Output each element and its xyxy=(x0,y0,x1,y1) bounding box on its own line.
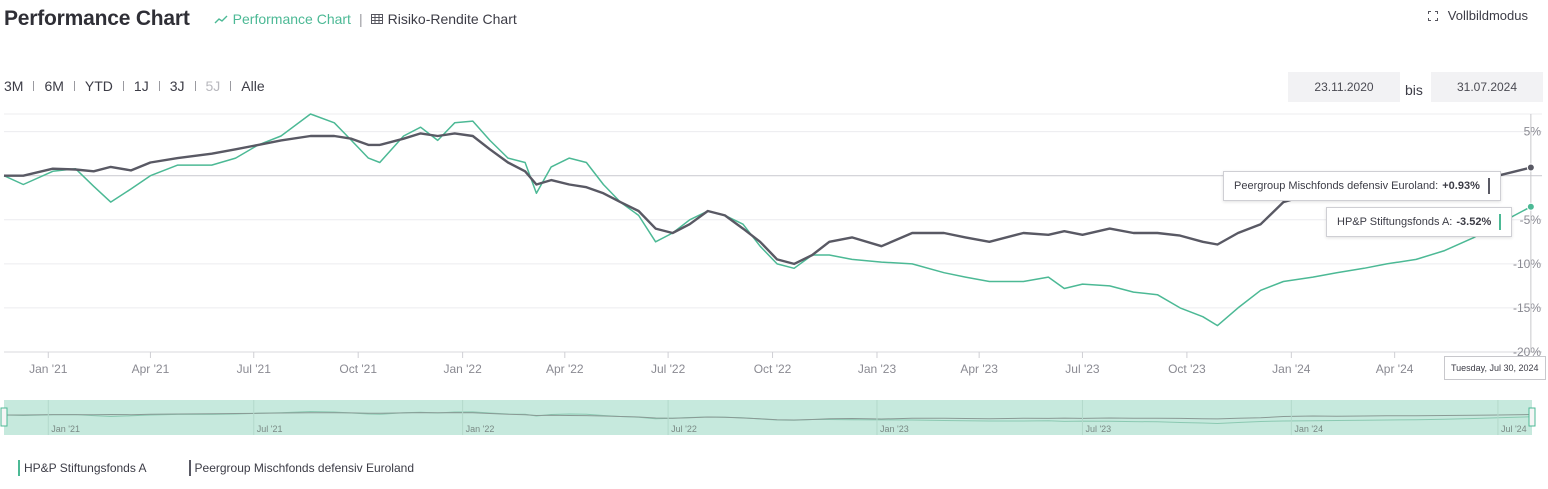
tab-label: Performance Chart xyxy=(232,11,351,27)
x-tick-label: Apr '24 xyxy=(1376,362,1414,376)
tooltip-value: +0.93% xyxy=(1442,180,1480,192)
data-point-fund xyxy=(1526,202,1535,211)
range-divider xyxy=(73,81,75,91)
navigator-tick-label: Jul '21 xyxy=(257,424,283,434)
page-title: Performance Chart xyxy=(4,7,190,30)
tab-performance-chart[interactable]: Performance Chart xyxy=(214,11,351,27)
y-axis-labels: 5%-5%-10%-15%-20% xyxy=(1513,125,1541,359)
legend-marker xyxy=(18,460,20,476)
x-tick-label: Apr '21 xyxy=(132,362,170,376)
range-button-1j[interactable]: 1J xyxy=(133,78,149,94)
range-button-3m[interactable]: 3M xyxy=(4,78,24,94)
date-from-input[interactable] xyxy=(1288,72,1400,102)
series-lines xyxy=(3,113,1535,352)
y-tick-label: -20% xyxy=(1513,345,1541,359)
x-tick-label: Jan '21 xyxy=(29,362,68,376)
legend-label: Peergroup Mischfonds defensiv Euroland xyxy=(194,461,414,475)
x-axis-labels: Jan '21 Apr '21 Jul '21 Oct '21 Jan '22 Apr '… xyxy=(29,352,1414,376)
x-tick-label: Apr '22 xyxy=(546,362,584,376)
x-tick-label: Jan '22 xyxy=(443,362,482,376)
navigator[interactable]: Jan '21 Jul '21 Jan '22 Jul '22 Jan '23 Jul '… xyxy=(0,400,1536,435)
range-button-ytd[interactable]: YTD xyxy=(84,78,113,94)
tab-label: Risiko-Rendite Chart xyxy=(387,11,517,27)
x-tick-label: Oct '21 xyxy=(339,362,377,376)
navigator-handle-right[interactable] xyxy=(1528,407,1536,427)
navigator-handle-left[interactable] xyxy=(0,407,8,427)
tooltip-value: -3.52% xyxy=(1456,216,1492,228)
range-button-5j: 5J xyxy=(205,78,221,94)
fullscreen-label: Vollbildmodus xyxy=(1447,8,1528,23)
tooltip-fund: HP&P Stiftungsfonds A: -3.52% xyxy=(1326,207,1513,237)
navigator-tick-label: Jan '24 xyxy=(1294,424,1323,434)
x-tick-label: Jan '24 xyxy=(1272,362,1311,376)
data-point-peergroup xyxy=(1526,163,1535,172)
series-line-fund xyxy=(3,113,1532,327)
navigator-line-peergroup xyxy=(4,412,1531,421)
legend-label: HP&P Stiftungsfonds A xyxy=(24,461,147,475)
tooltip-peergroup: Peergroup Mischfonds defensiv Euroland: … xyxy=(1223,171,1501,201)
tooltip-color-marker xyxy=(1499,214,1502,230)
navigator-tick-label: Jan '23 xyxy=(880,424,909,434)
tooltip-series-name: Peergroup Mischfonds defensiv Euroland: xyxy=(1234,180,1439,192)
x-tick-label: Oct '23 xyxy=(1168,362,1206,376)
date-range-separator: bis xyxy=(1405,82,1423,98)
tooltip-color-marker xyxy=(1487,178,1490,194)
x-tick-label: Jul '22 xyxy=(651,362,686,376)
legend-item-fund[interactable]: HP&P Stiftungsfonds A xyxy=(18,460,147,476)
range-divider xyxy=(230,81,232,91)
navigator-selection xyxy=(4,400,1532,435)
chart-header: Performance Chart Performance Chart | Ri… xyxy=(4,4,517,34)
range-divider xyxy=(194,81,196,91)
table-icon xyxy=(370,14,383,24)
x-tick-label: Jan '23 xyxy=(858,362,897,376)
fullscreen-button[interactable]: Vollbildmodus xyxy=(1427,8,1528,23)
fullscreen-icon xyxy=(1427,10,1438,21)
tab-risiko-rendite-chart[interactable]: Risiko-Rendite Chart xyxy=(370,11,517,27)
range-divider xyxy=(33,81,35,91)
tab-separator: | xyxy=(358,11,363,27)
tooltip-series-name: HP&P Stiftungsfonds A: xyxy=(1337,216,1453,228)
range-button-6m[interactable]: 6M xyxy=(44,78,64,94)
chart-tabs: Performance Chart | Risiko-Rendite Chart xyxy=(214,11,517,27)
y-tick-label: -10% xyxy=(1513,257,1541,271)
navigator-tick-label: Jul '24 xyxy=(1501,424,1527,434)
chart-legend: HP&P Stiftungsfonds A Peergroup Mischfon… xyxy=(18,460,456,476)
range-button-3j[interactable]: 3J xyxy=(169,78,185,94)
y-tick-label: -15% xyxy=(1513,301,1541,315)
range-divider xyxy=(122,81,124,91)
performance-chart: 5%-5%-10%-15%-20% Jan '21 Apr '21 Jul '21 O… xyxy=(0,113,1542,435)
navigator-tick-label: Jul '22 xyxy=(671,424,697,434)
range-divider xyxy=(158,81,160,91)
navigator-tick-label: Jan '22 xyxy=(466,424,495,434)
line-chart-icon xyxy=(214,15,228,24)
date-to-input[interactable] xyxy=(1431,72,1543,102)
x-tick-label: Jul '21 xyxy=(237,362,272,376)
x-tick-label: Oct '22 xyxy=(754,362,792,376)
grid-lines xyxy=(4,113,1542,353)
navigator-tick-label: Jan '21 xyxy=(51,424,80,434)
navigator-tick-label: Jul '23 xyxy=(1085,424,1111,434)
x-tick-label: Jul '23 xyxy=(1065,362,1100,376)
legend-marker xyxy=(188,460,191,476)
x-tick-label: Apr '23 xyxy=(960,362,998,376)
legend-item-peergroup[interactable]: Peergroup Mischfonds defensiv Euroland xyxy=(188,460,414,476)
crosshair-date-label: Tuesday, Jul 30, 2024 xyxy=(1444,356,1546,380)
range-button-alle[interactable]: Alle xyxy=(241,78,265,94)
range-selector: 3M 6M YTD 1J 3J 5J Alle xyxy=(4,78,265,94)
series-line-peergroup xyxy=(4,132,1532,266)
y-tick-label: 5% xyxy=(1524,125,1542,139)
